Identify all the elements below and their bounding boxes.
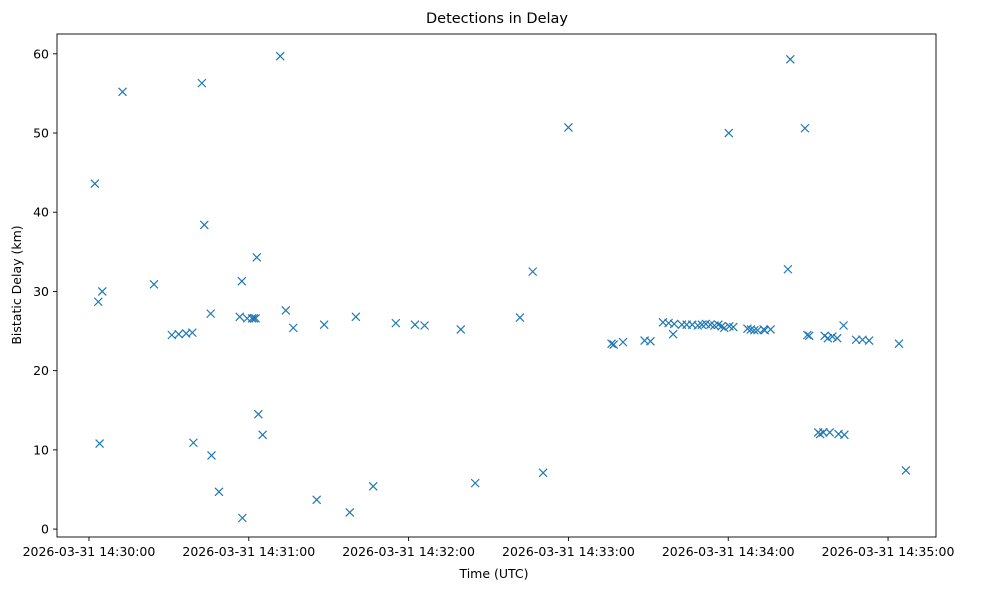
data-point xyxy=(288,323,298,333)
data-point xyxy=(832,333,842,343)
data-point xyxy=(206,309,216,319)
data-point xyxy=(669,319,679,329)
data-point xyxy=(275,51,285,61)
data-point xyxy=(719,323,729,333)
x-tick-label: 2026-03-31 14:32:00 xyxy=(342,544,475,559)
data-point xyxy=(728,322,738,332)
y-tick-label: 40 xyxy=(33,205,49,220)
y-tick-label: 60 xyxy=(33,46,49,61)
data-point xyxy=(538,468,548,478)
data-point xyxy=(724,128,734,138)
data-point xyxy=(609,340,619,349)
x-tick-label: 2026-03-31 14:31:00 xyxy=(182,544,315,559)
x-axis-label: Time (UTC) xyxy=(458,566,528,581)
x-axis: 2026-03-31 14:30:00 2026-03-31 14:31:00 20… xyxy=(23,537,955,559)
data-point xyxy=(237,276,247,286)
data-point xyxy=(249,313,259,323)
data-point xyxy=(312,495,322,505)
y-tick-label: 0 xyxy=(41,522,49,537)
data-point xyxy=(783,264,793,274)
data-point xyxy=(749,325,759,335)
data-point xyxy=(864,336,874,345)
data-point xyxy=(528,267,538,277)
data-point xyxy=(901,466,911,475)
data-point xyxy=(825,428,835,437)
data-point xyxy=(802,330,812,340)
data-markers xyxy=(90,51,911,523)
data-point xyxy=(247,313,257,323)
data-point xyxy=(420,321,430,330)
x-tick-label: 2026-03-31 14:33:00 xyxy=(502,544,635,559)
x-tick-label: 2026-03-31 14:35:00 xyxy=(822,544,955,559)
data-point xyxy=(646,336,655,346)
data-point xyxy=(785,54,795,64)
chart-title: Detections in Delay xyxy=(426,11,568,27)
data-point xyxy=(258,430,268,440)
data-point xyxy=(839,321,848,330)
data-point xyxy=(90,179,100,189)
y-axis-label: Bistatic Delay (km) xyxy=(9,225,24,344)
data-point xyxy=(894,339,904,349)
data-point xyxy=(804,331,814,341)
y-tick-label: 50 xyxy=(33,126,49,141)
data-point xyxy=(188,438,198,448)
data-point xyxy=(253,409,263,419)
data-point xyxy=(470,478,480,488)
data-point xyxy=(742,324,752,334)
data-point xyxy=(563,123,573,132)
data-point xyxy=(391,318,401,328)
y-tick-label: 30 xyxy=(33,284,49,299)
data-point xyxy=(118,87,127,97)
data-point xyxy=(351,312,361,322)
data-point xyxy=(93,297,103,307)
data-point xyxy=(95,439,105,448)
data-point xyxy=(345,508,355,517)
data-point xyxy=(199,220,209,230)
plot-frame xyxy=(56,33,937,538)
data-point xyxy=(456,325,466,334)
data-point xyxy=(197,78,207,88)
data-point xyxy=(827,332,837,342)
data-point xyxy=(515,313,525,323)
data-point xyxy=(214,487,224,497)
data-point xyxy=(800,123,810,133)
data-point xyxy=(410,320,420,330)
data-point xyxy=(187,328,197,338)
data-point xyxy=(368,481,378,491)
x-tick-label: 2026-03-31 14:34:00 xyxy=(662,544,795,559)
data-point xyxy=(717,321,727,331)
data-point xyxy=(607,339,616,349)
data-point xyxy=(766,325,776,334)
data-point xyxy=(237,513,247,523)
data-point xyxy=(818,428,828,437)
data-point xyxy=(668,329,678,339)
data-point xyxy=(207,450,216,460)
data-point xyxy=(839,430,849,440)
y-tick-label: 10 xyxy=(33,442,49,457)
y-axis: 0 10 20 30 40 50 60 xyxy=(33,46,57,537)
data-point xyxy=(281,306,291,315)
data-point xyxy=(97,287,107,296)
data-point xyxy=(235,312,245,322)
data-point xyxy=(851,335,861,345)
data-point xyxy=(149,279,159,289)
data-point xyxy=(174,329,184,339)
x-tick-label: 2026-03-31 14:30:00 xyxy=(23,544,156,559)
data-point xyxy=(319,320,329,330)
plot-area xyxy=(56,33,937,538)
data-point xyxy=(618,337,628,347)
data-point xyxy=(251,313,261,323)
data-point xyxy=(252,252,262,262)
y-tick-label: 20 xyxy=(33,363,49,378)
